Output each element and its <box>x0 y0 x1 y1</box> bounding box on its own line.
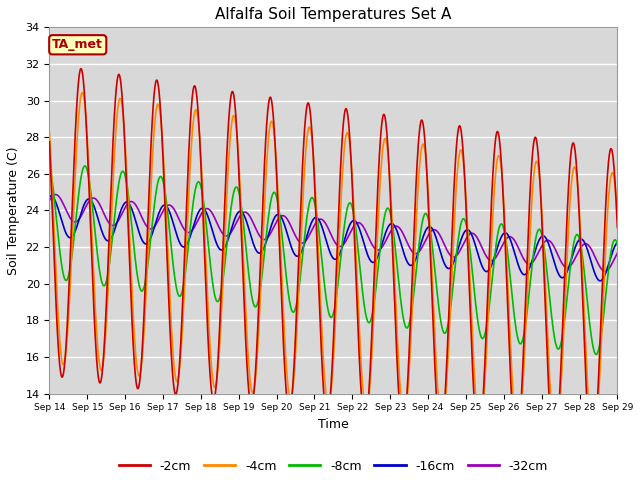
Legend: -2cm, -4cm, -8cm, -16cm, -32cm: -2cm, -4cm, -8cm, -16cm, -32cm <box>114 455 553 478</box>
-4cm <box>113 112 121 118</box>
-16cm <box>614 240 621 245</box>
-4cm <box>81 108 89 114</box>
-8cm <box>222 251 230 256</box>
-32cm <box>601 268 609 274</box>
-32cm <box>114 218 122 224</box>
Line: -4cm: -4cm <box>49 93 618 444</box>
-8cm <box>45 163 53 168</box>
-8cm <box>614 242 621 248</box>
-8cm <box>114 187 122 193</box>
-16cm <box>113 219 121 225</box>
-32cm <box>113 219 121 225</box>
-16cm <box>114 216 122 222</box>
X-axis label: Time: Time <box>318 418 349 431</box>
-8cm <box>113 193 121 199</box>
-32cm <box>438 236 446 242</box>
-2cm <box>114 73 122 79</box>
-32cm <box>81 204 89 210</box>
-2cm <box>614 225 621 230</box>
-8cm <box>438 324 445 329</box>
Y-axis label: Soil Temperature (C): Soil Temperature (C) <box>7 146 20 275</box>
-4cm <box>589 442 597 447</box>
-8cm <box>81 163 89 169</box>
-2cm <box>113 78 121 84</box>
-2cm <box>81 107 89 112</box>
-4cm <box>45 130 53 136</box>
-2cm <box>77 66 85 72</box>
-32cm <box>52 192 60 197</box>
-4cm <box>222 206 230 212</box>
-32cm <box>222 233 230 239</box>
-16cm <box>438 254 446 260</box>
Line: -32cm: -32cm <box>49 194 618 271</box>
-32cm <box>45 197 53 203</box>
-2cm <box>438 428 446 434</box>
Line: -16cm: -16cm <box>49 196 618 281</box>
-4cm <box>114 104 122 110</box>
-8cm <box>484 313 492 319</box>
-16cm <box>45 193 53 199</box>
-16cm <box>484 268 492 274</box>
-2cm <box>45 139 53 144</box>
Title: Alfalfa Soil Temperatures Set A: Alfalfa Soil Temperatures Set A <box>215 7 452 22</box>
-16cm <box>596 278 604 284</box>
Text: TA_met: TA_met <box>52 38 103 51</box>
-4cm <box>79 90 86 96</box>
-32cm <box>484 256 492 262</box>
-4cm <box>614 216 621 222</box>
-16cm <box>47 193 55 199</box>
-4cm <box>438 419 446 425</box>
Line: -8cm: -8cm <box>49 166 618 354</box>
-8cm <box>593 351 600 357</box>
-16cm <box>222 241 230 247</box>
-32cm <box>614 250 621 256</box>
-16cm <box>81 199 89 205</box>
Line: -2cm: -2cm <box>49 69 618 457</box>
-4cm <box>484 313 492 319</box>
-2cm <box>222 166 230 171</box>
-2cm <box>484 279 492 285</box>
-2cm <box>588 454 596 460</box>
